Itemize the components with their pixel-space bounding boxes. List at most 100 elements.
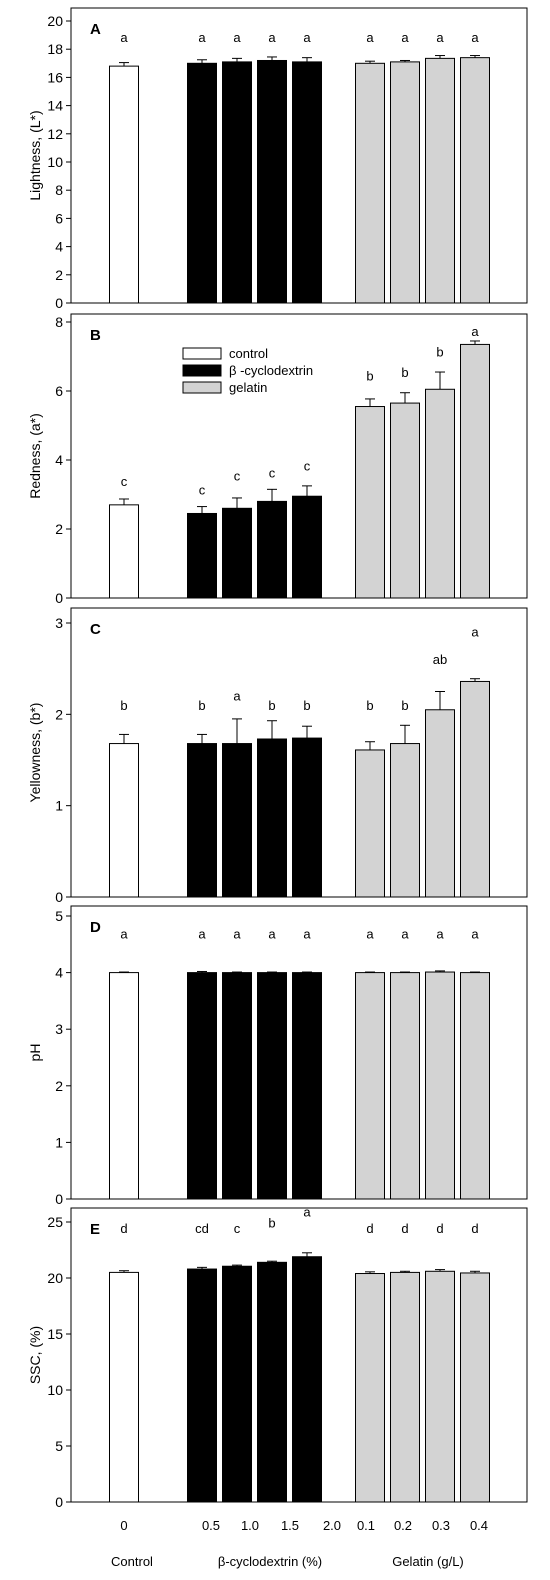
significance-letter: ab bbox=[433, 652, 447, 667]
significance-letter: a bbox=[233, 30, 241, 45]
significance-letter: b bbox=[436, 345, 443, 360]
bar bbox=[292, 61, 322, 304]
significance-letter: d bbox=[366, 1221, 373, 1236]
significance-letter: a bbox=[436, 30, 444, 45]
legend-swatch bbox=[182, 381, 222, 394]
y-tick-label: 5 bbox=[55, 1438, 63, 1454]
y-tick-label: 3 bbox=[55, 1021, 63, 1037]
bar bbox=[460, 972, 490, 1200]
bar bbox=[187, 743, 217, 898]
y-tick-label: 16 bbox=[47, 69, 63, 85]
y-tick-label: 25 bbox=[47, 1214, 63, 1230]
significance-letter: a bbox=[436, 927, 444, 942]
y-tick-label: 1 bbox=[55, 1134, 63, 1150]
y-tick-label: 3 bbox=[55, 615, 63, 631]
bar bbox=[109, 1271, 139, 1503]
legend-swatch bbox=[182, 347, 222, 360]
y-tick-label: 20 bbox=[47, 1270, 63, 1286]
bar bbox=[425, 57, 455, 304]
significance-letter: a bbox=[198, 927, 206, 942]
y-axis-label: Lightness, (L*) bbox=[27, 110, 43, 200]
x-tick-label: 1.0 bbox=[241, 1518, 259, 1533]
x-tick-label: 0.1 bbox=[357, 1518, 375, 1533]
significance-letter: a bbox=[303, 927, 311, 942]
panel-e: 0 5 10 15 20 25 SSC, (%) E d cd c b a d d d d 0 0.5 1.0 1.5 2… bbox=[27, 1204, 528, 1569]
y-tick-label: 1 bbox=[55, 798, 63, 814]
y-tick-label: 20 bbox=[47, 13, 63, 29]
significance-letter: a bbox=[471, 324, 479, 339]
significance-letter: a bbox=[233, 689, 241, 704]
x-group-label: β-cyclodextrin (%) bbox=[218, 1554, 322, 1569]
significance-letter: c bbox=[269, 465, 276, 480]
significance-letter: b bbox=[268, 698, 275, 713]
significance-letter: a bbox=[268, 927, 276, 942]
significance-letter: d bbox=[401, 1221, 408, 1236]
legend-label: β -cyclodextrin bbox=[229, 363, 313, 378]
y-axis-label: pH bbox=[27, 1044, 43, 1062]
y-axis-label: Yellowness, (b*) bbox=[27, 703, 43, 803]
bar bbox=[257, 972, 287, 1200]
bar bbox=[460, 57, 490, 304]
y-tick-label: 0 bbox=[55, 295, 63, 311]
significance-letter: a bbox=[198, 30, 206, 45]
y-tick-label: 0 bbox=[55, 590, 63, 606]
bar bbox=[390, 61, 420, 304]
significance-letter: a bbox=[471, 30, 479, 45]
significance-letter: a bbox=[366, 30, 374, 45]
significance-letter: a bbox=[233, 927, 241, 942]
y-tick-label: 10 bbox=[47, 1382, 63, 1398]
significance-letter: a bbox=[120, 927, 128, 942]
significance-letter: b bbox=[303, 698, 310, 713]
bar bbox=[222, 61, 252, 304]
bar bbox=[460, 680, 490, 898]
bar bbox=[109, 504, 139, 599]
bar bbox=[292, 737, 322, 898]
bar bbox=[187, 972, 217, 1200]
significance-letter: b bbox=[401, 365, 408, 380]
y-tick-label: 10 bbox=[47, 154, 63, 170]
y-tick-label: 2 bbox=[55, 706, 63, 722]
x-tick-label: 1.5 bbox=[281, 1518, 299, 1533]
significance-letter: c bbox=[234, 1221, 241, 1236]
y-tick-label: 0 bbox=[55, 1191, 63, 1207]
y-tick-label: 8 bbox=[55, 314, 63, 330]
y-tick-label: 2 bbox=[55, 267, 63, 283]
bar bbox=[292, 972, 322, 1200]
bar bbox=[222, 743, 252, 898]
x-group-label: Control bbox=[111, 1554, 153, 1569]
panel-letter: E bbox=[90, 1221, 100, 1238]
bar bbox=[425, 1270, 455, 1503]
panel-letter: D bbox=[90, 919, 101, 936]
panel-letter: C bbox=[90, 621, 101, 638]
y-axis-label: SSC, (%) bbox=[27, 1326, 43, 1384]
bar bbox=[257, 1261, 287, 1503]
y-tick-label: 0 bbox=[55, 1494, 63, 1510]
significance-letter: b bbox=[120, 698, 127, 713]
bar bbox=[390, 743, 420, 898]
bar bbox=[187, 1268, 217, 1503]
y-tick-label: 0 bbox=[55, 889, 63, 905]
significance-letter: b bbox=[198, 698, 205, 713]
significance-letter: b bbox=[366, 698, 373, 713]
y-tick-label: 12 bbox=[47, 126, 63, 142]
y-tick-label: 2 bbox=[55, 521, 63, 537]
significance-letter: cd bbox=[195, 1221, 209, 1236]
significance-letter: a bbox=[401, 30, 409, 45]
bar bbox=[390, 402, 420, 599]
x-tick-label: 0.4 bbox=[470, 1518, 488, 1533]
significance-letter: d bbox=[436, 1221, 443, 1236]
significance-letter: d bbox=[120, 1221, 127, 1236]
bar bbox=[355, 406, 385, 599]
bar bbox=[355, 749, 385, 898]
x-group-label: Gelatin (g/L) bbox=[392, 1554, 464, 1569]
bar bbox=[292, 495, 322, 599]
bar bbox=[222, 1265, 252, 1503]
legend-label: gelatin bbox=[229, 380, 267, 395]
bar bbox=[390, 1271, 420, 1503]
bar bbox=[222, 972, 252, 1200]
y-tick-label: 2 bbox=[55, 1078, 63, 1094]
bar bbox=[425, 709, 455, 898]
bar bbox=[257, 500, 287, 599]
